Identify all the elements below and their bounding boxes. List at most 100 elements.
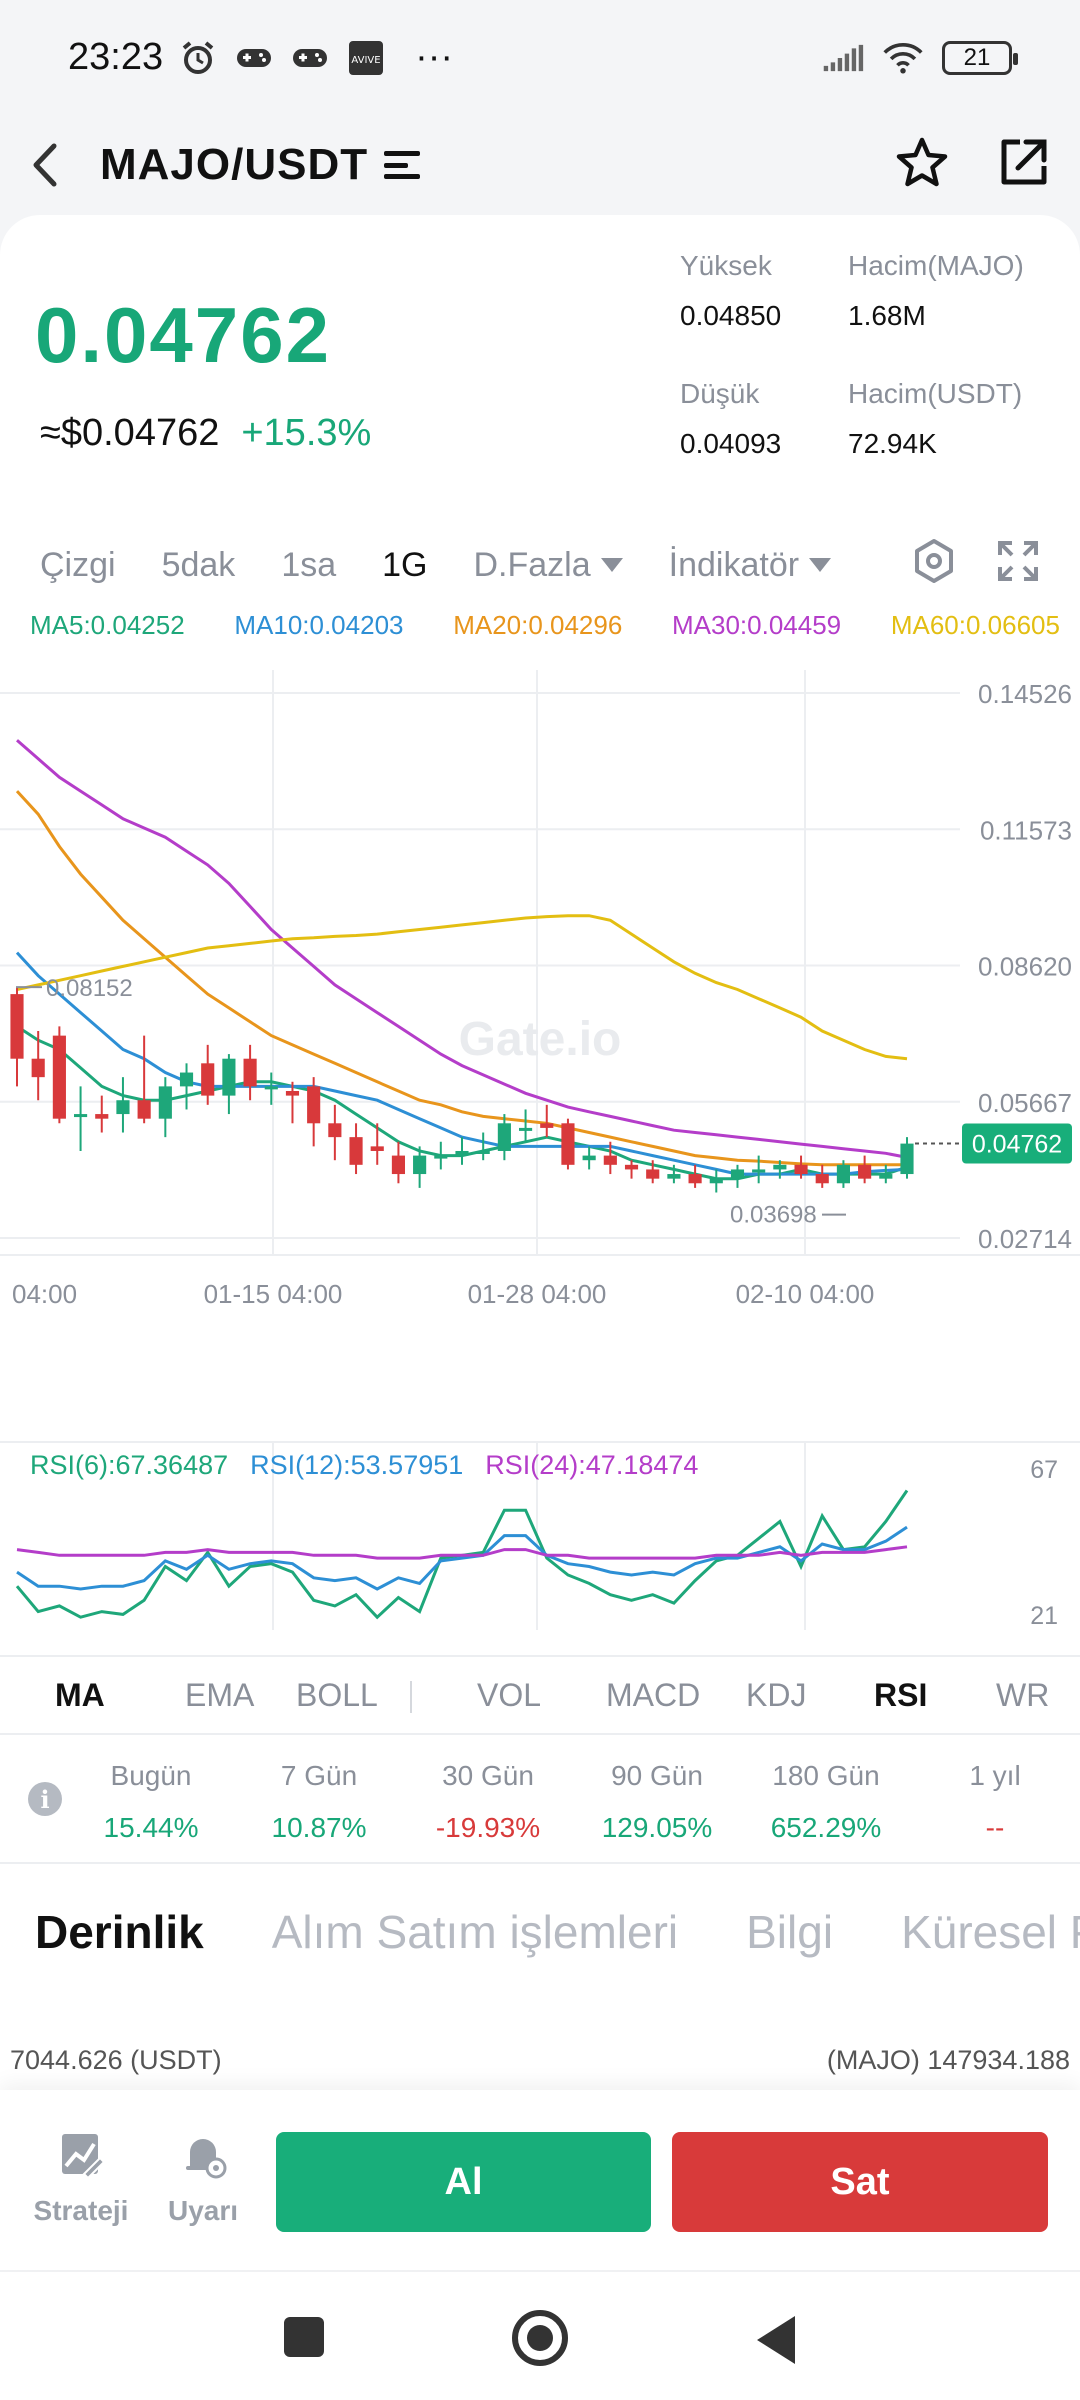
x-tick-label: 04:00 xyxy=(12,1279,77,1309)
chevron-down-icon xyxy=(809,558,832,572)
candle-up xyxy=(709,1178,723,1184)
indicator-rsi[interactable]: RSI xyxy=(874,1676,928,1713)
info-icon[interactable]: i xyxy=(28,1782,62,1816)
indicator-ma[interactable]: MA xyxy=(55,1676,105,1713)
trade-bar: Strateji Uyarı Al Sat xyxy=(0,2090,1080,2270)
alert-button[interactable]: Uyarı xyxy=(148,2130,258,2227)
candle-down xyxy=(646,1169,660,1179)
indicator-ema[interactable]: EMA xyxy=(185,1676,255,1713)
perf-today: Bugün 15.44% xyxy=(66,1760,236,1844)
rsi-legend: RSI(6):67.36487 RSI(12):53.57951 RSI(24)… xyxy=(30,1450,698,1481)
content-card xyxy=(0,215,1080,2400)
rsi-chart[interactable]: 67 21 xyxy=(0,1440,1080,1640)
current-price-label: 0.04762 xyxy=(972,1131,1062,1159)
ma-legend: MA5:0.04252 MA10:0.04203 MA20:0.04296 MA… xyxy=(30,610,1080,641)
favorite-star-icon[interactable] xyxy=(894,135,950,196)
more-notifications-icon: ··· xyxy=(415,36,454,78)
candle-down xyxy=(95,1114,109,1119)
ma-line-ma30 xyxy=(16,739,908,1159)
battery-icon: 21 xyxy=(942,40,1018,75)
pair-title[interactable]: MAJO/USDT xyxy=(100,140,369,189)
back-nav-button[interactable] xyxy=(757,2316,795,2364)
candle-down xyxy=(540,1123,554,1128)
strategy-icon xyxy=(62,2134,106,2180)
candle-up xyxy=(158,1086,172,1119)
strategy-button[interactable]: Strateji xyxy=(26,2130,136,2227)
home-button[interactable] xyxy=(512,2310,568,2366)
tab-more[interactable]: D.Fazla xyxy=(474,546,623,585)
candle-up xyxy=(179,1072,194,1087)
indicator-wr[interactable]: WR xyxy=(996,1676,1050,1713)
performance-row: i Bugün 15.44% 7 Gün 10.87% 30 Gün -19.93% … xyxy=(0,1740,1080,1860)
fullscreen-icon[interactable] xyxy=(996,539,1040,592)
timeframe-tabs: Çizgi 5dak 1sa 1G D.Fazla İndikatör xyxy=(0,535,1080,595)
candle-down xyxy=(603,1155,617,1165)
tab-line[interactable]: Çizgi xyxy=(40,546,116,585)
indicator-macd[interactable]: MACD xyxy=(606,1676,701,1713)
stat-value: 72.94K xyxy=(848,428,937,459)
tab-label: D.Fazla xyxy=(473,545,591,584)
candlestick-chart[interactable]: 0.14526 0.11573 0.08620 0.05667 0.02714 Gate.… xyxy=(0,660,1080,1420)
market-tabs: Derinlik Alım Satım işlemleri Bilgi Küre… xyxy=(35,1905,1080,1959)
header: MAJO/USDT xyxy=(0,115,1080,215)
tab-5min[interactable]: 5dak xyxy=(162,546,236,585)
y-tick-label: 0.14526 xyxy=(978,679,1072,709)
tab-indicator[interactable]: İndikatör xyxy=(669,546,832,585)
share-icon[interactable] xyxy=(996,136,1050,195)
candle-up xyxy=(730,1169,745,1179)
candle-down xyxy=(52,1035,66,1119)
back-button[interactable] xyxy=(30,135,70,195)
ma-line-ma60 xyxy=(16,914,908,1061)
perf-1y: 1 yıl -- xyxy=(910,1760,1080,1844)
perf-label: 180 Gün xyxy=(772,1760,880,1791)
indicator-vol[interactable]: VOL xyxy=(477,1676,542,1713)
perf-label: 1 yıl xyxy=(969,1760,1021,1791)
y-tick-label: 0.08620 xyxy=(978,952,1072,982)
candle-down xyxy=(858,1164,872,1179)
low-marker-label: 0.03698 xyxy=(730,1202,817,1229)
candle-down xyxy=(31,1058,45,1078)
tab-1d[interactable]: 1G xyxy=(382,546,427,585)
game-controller-icon xyxy=(233,37,275,79)
chart-settings-icon[interactable] xyxy=(910,537,958,594)
stat-value: 1.68M xyxy=(848,300,926,331)
pair-list-icon[interactable] xyxy=(384,147,421,183)
alert-bell-icon xyxy=(186,2139,227,2179)
ma5-legend: MA5:0.04252 xyxy=(30,610,185,640)
perf-180d: 180 Gün 652.29% xyxy=(741,1760,911,1844)
price-stats: Yüksek 0.04850 Hacim(MAJO) 1.68M Düşük 0.04… xyxy=(680,250,1060,488)
perf-label: 30 Gün xyxy=(442,1760,534,1791)
tab-1h[interactable]: 1sa xyxy=(281,546,336,585)
candle-up xyxy=(116,1100,130,1115)
candle-up xyxy=(476,1150,490,1154)
tab-info[interactable]: Bilgi xyxy=(746,1906,834,1958)
candle-down xyxy=(391,1155,405,1175)
stat-label: Yüksek xyxy=(680,250,772,281)
strategy-label: Strateji xyxy=(33,2195,129,2226)
divider xyxy=(0,1862,1080,1864)
rsi6-legend: RSI(6):67.36487 xyxy=(30,1450,229,1480)
candle-up xyxy=(667,1174,681,1179)
tab-label: Çizgi xyxy=(40,545,116,584)
svg-text:AVIVE: AVIVE xyxy=(352,55,381,66)
buy-button[interactable]: Al xyxy=(276,2132,651,2232)
candle-up xyxy=(434,1155,448,1159)
perf-label: 90 Gün xyxy=(611,1760,703,1791)
y-tick-label: 0.05667 xyxy=(978,1088,1072,1118)
sell-button[interactable]: Sat xyxy=(672,2132,1048,2232)
stat-value: 0.04093 xyxy=(680,428,782,459)
candle-up xyxy=(519,1127,533,1131)
candle-up xyxy=(900,1143,914,1175)
alert-label: Uyarı xyxy=(167,2195,239,2226)
candle-down xyxy=(688,1174,702,1184)
candle-down xyxy=(328,1123,342,1138)
indicator-kdj[interactable]: KDJ xyxy=(746,1676,807,1713)
candle-up xyxy=(222,1058,236,1096)
tab-trades[interactable]: Alım Satım işlemleri xyxy=(271,1906,679,1958)
tab-global[interactable]: Küresel Pi xyxy=(901,1906,1080,1958)
battery-level: 21 xyxy=(963,43,991,71)
indicator-boll[interactable]: BOLL xyxy=(296,1676,378,1713)
tab-depth[interactable]: Derinlik xyxy=(35,1906,204,1958)
recent-apps-button[interactable] xyxy=(284,2317,324,2357)
ma30-legend: MA30:0.04459 xyxy=(672,610,842,640)
